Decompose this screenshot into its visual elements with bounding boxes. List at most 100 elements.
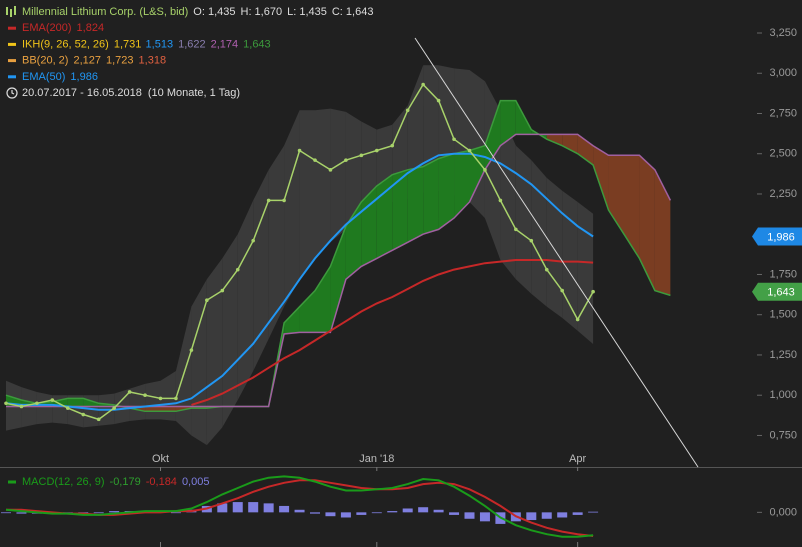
price-point bbox=[544, 267, 549, 272]
price-point bbox=[4, 401, 8, 406]
area-segment bbox=[392, 169, 408, 251]
histogram-bar bbox=[310, 512, 320, 514]
y-tick-label: 0,750 bbox=[769, 429, 797, 441]
area-segment bbox=[299, 110, 315, 280]
histogram-bar bbox=[325, 512, 336, 517]
legend-value: 1,318 bbox=[139, 55, 167, 67]
price-point bbox=[205, 298, 209, 303]
legend-icon bbox=[8, 75, 16, 79]
indicator-line bbox=[191, 259, 594, 406]
price-badge-label: 1,643 bbox=[767, 287, 795, 299]
price-point bbox=[282, 198, 286, 203]
legend-value: 2,127 bbox=[73, 55, 101, 67]
area-segment bbox=[299, 290, 315, 333]
price-point bbox=[266, 198, 271, 203]
legend-name: MACD(12, 26, 9) bbox=[22, 476, 105, 488]
price-point bbox=[560, 288, 564, 293]
histogram-bar bbox=[387, 511, 398, 513]
price-point bbox=[328, 168, 333, 172]
price-point bbox=[498, 198, 503, 203]
legend-value: C: 1,643 bbox=[332, 6, 374, 18]
legend-icon bbox=[14, 6, 16, 15]
histogram-bar bbox=[557, 512, 568, 518]
histogram-bar bbox=[572, 512, 583, 515]
period-note: (10 Monate, 1 Tag) bbox=[148, 87, 240, 99]
legend-name: EMA(200) bbox=[22, 22, 72, 34]
area-segment bbox=[546, 177, 563, 318]
histogram-bar bbox=[1, 512, 11, 514]
histogram-bar bbox=[449, 512, 460, 515]
area-segment bbox=[562, 134, 578, 154]
legend-icon bbox=[10, 9, 12, 17]
legend-entry: BB(20, 2) 2,127 1,723 1,318 bbox=[22, 55, 166, 67]
area-segment bbox=[206, 258, 223, 446]
area-segment bbox=[330, 226, 346, 333]
price-point bbox=[405, 108, 410, 113]
legend-value: H: 1,670 bbox=[241, 6, 283, 18]
histogram-bar bbox=[232, 502, 243, 513]
histogram-bar bbox=[93, 512, 104, 514]
price-point bbox=[220, 288, 225, 293]
legend-value: 1,723 bbox=[106, 55, 134, 67]
area-segment bbox=[330, 108, 346, 243]
price-point bbox=[591, 289, 595, 294]
legend-entry: IKH(9, 26, 52, 26) 1,731 1,513 1,622 2,174 1,… bbox=[22, 38, 271, 50]
area-segment bbox=[237, 200, 254, 401]
area-segment bbox=[253, 169, 269, 372]
price-point bbox=[158, 396, 163, 401]
y-tick-label: 3,000 bbox=[769, 67, 797, 79]
area-segment bbox=[36, 391, 53, 425]
y-tick-label: 3,250 bbox=[769, 27, 797, 39]
price-point bbox=[452, 137, 456, 142]
price-point bbox=[251, 238, 255, 243]
area-segment bbox=[284, 110, 300, 307]
indicator-line bbox=[5, 152, 594, 411]
histogram-bar bbox=[248, 502, 259, 513]
histogram-bar bbox=[418, 507, 429, 513]
legend-value: 1,513 bbox=[146, 38, 174, 50]
histogram-bar bbox=[464, 512, 475, 519]
price-point bbox=[174, 396, 178, 401]
area-segment bbox=[577, 202, 594, 345]
area-segment bbox=[593, 145, 609, 211]
price-badge bbox=[752, 227, 802, 246]
y-tick-label: 1,250 bbox=[769, 349, 797, 361]
area-segment bbox=[500, 110, 516, 280]
area-segment bbox=[469, 145, 485, 203]
price-point bbox=[421, 82, 425, 87]
area-segment bbox=[83, 398, 99, 407]
area-segment bbox=[222, 234, 238, 428]
area-segment bbox=[284, 306, 300, 335]
legend-name: EMA(50) bbox=[22, 71, 65, 83]
area-segment bbox=[454, 150, 470, 219]
price-point bbox=[189, 348, 194, 352]
y-tick-label: 2,250 bbox=[769, 188, 797, 200]
y-tick-label: 1,500 bbox=[769, 309, 797, 321]
plot-area bbox=[1, 65, 672, 538]
legend-value: 1,731 bbox=[114, 38, 141, 50]
area-segment bbox=[67, 398, 84, 407]
price-badge-label: 1,986 bbox=[767, 231, 795, 243]
area-segment bbox=[361, 185, 377, 267]
area-segment bbox=[407, 166, 424, 243]
histogram-bar bbox=[588, 511, 599, 513]
area-segment bbox=[531, 160, 547, 307]
legend-entry: Millennial Lithium Corp. (L&S, bid) O: 1,… bbox=[22, 6, 373, 18]
area-segment bbox=[315, 266, 331, 333]
cloud-span-b bbox=[6, 133, 672, 408]
area-segment bbox=[160, 406, 176, 412]
price-point bbox=[112, 406, 116, 410]
y-tick-label: 1,000 bbox=[769, 389, 797, 401]
area-segment bbox=[21, 387, 37, 428]
price-point bbox=[483, 168, 487, 172]
price-point bbox=[143, 393, 147, 398]
area-segment bbox=[577, 134, 594, 166]
histogram-bar bbox=[294, 509, 305, 513]
macd-line bbox=[5, 475, 594, 538]
area-segment bbox=[268, 145, 285, 339]
area-segment bbox=[546, 134, 563, 146]
histogram-bar bbox=[279, 505, 290, 513]
legend-name: Millennial Lithium Corp. (L&S, bid) bbox=[22, 6, 188, 18]
